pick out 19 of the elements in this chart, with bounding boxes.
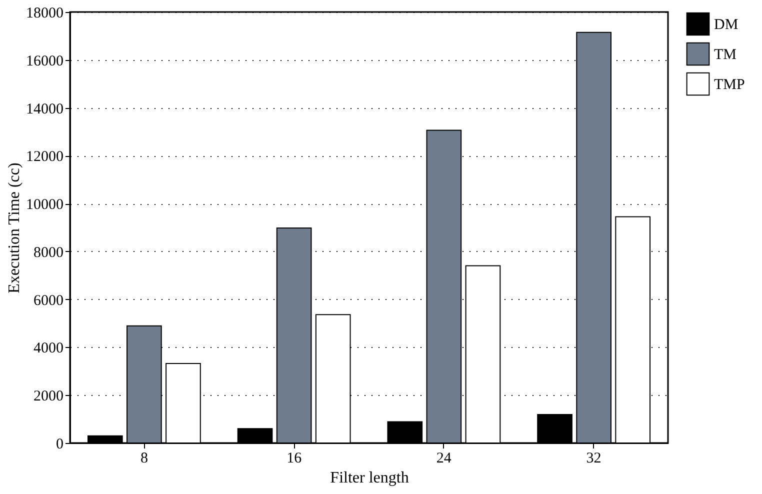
y-tick-label: 6000 [34, 292, 64, 309]
y-axis-title: Execution Time (cc) [6, 162, 23, 294]
y-tick-label: 2000 [34, 388, 64, 405]
x-tick-label: 8 [140, 450, 148, 466]
y-tick-label: 4000 [34, 340, 64, 357]
y-tick-label: 14000 [26, 101, 64, 118]
legend-label: TMP [714, 77, 745, 93]
x-tick-label: 16 [286, 450, 302, 466]
y-tick-label: 16000 [26, 53, 64, 70]
x-tick-label: 32 [586, 450, 602, 466]
x-tick-label: 24 [436, 450, 452, 466]
y-tick-label: 12000 [26, 149, 64, 166]
y-tick-label: 0 [56, 436, 64, 452]
legend-label: TM [714, 47, 736, 63]
x-axis-title: Filter length [330, 470, 409, 486]
y-tick-label: 8000 [34, 244, 64, 261]
y-tick-label: 18000 [26, 6, 64, 22]
legend-label: DM [714, 17, 738, 33]
y-tick-label: 10000 [26, 197, 64, 214]
